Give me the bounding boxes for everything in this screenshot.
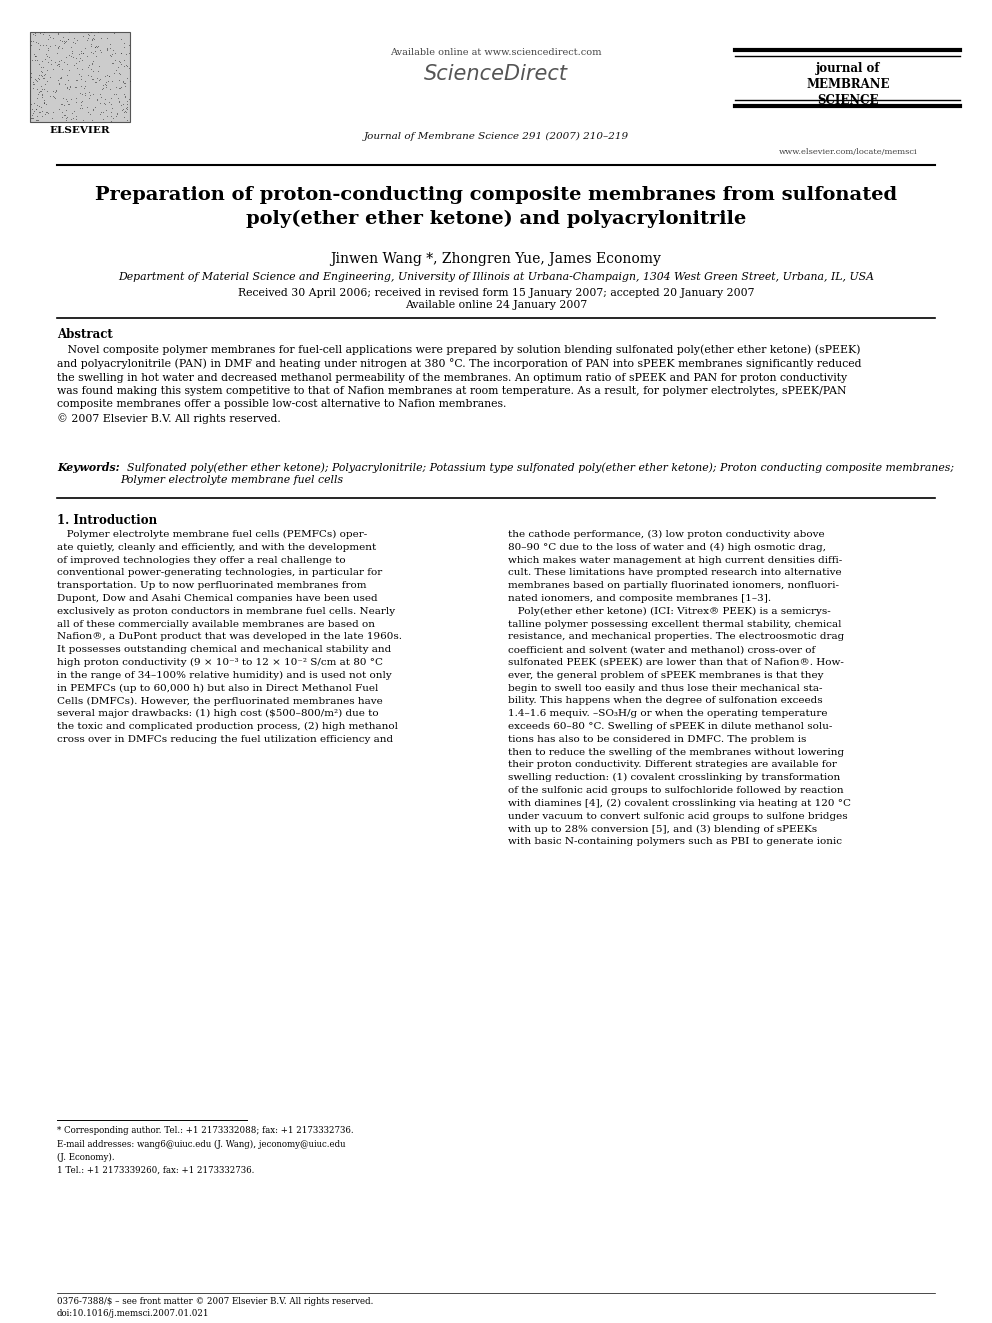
Text: several major drawbacks: (1) high cost ($500–800/m²) due to: several major drawbacks: (1) high cost (… <box>57 709 379 718</box>
Text: cult. These limitations have prompted research into alternative: cult. These limitations have prompted re… <box>508 569 841 577</box>
Text: talline polymer possessing excellent thermal stability, chemical: talline polymer possessing excellent the… <box>508 619 841 628</box>
Text: 1.4–1.6 mequiv. –SO₃H/g or when the operating temperature: 1.4–1.6 mequiv. –SO₃H/g or when the oper… <box>508 709 827 718</box>
Text: conventional power-generating technologies, in particular for: conventional power-generating technologi… <box>57 569 382 577</box>
Text: Poly(ether ether ketone) (ICI: Vitrex® PEEK) is a semicrys-: Poly(ether ether ketone) (ICI: Vitrex® P… <box>508 607 830 617</box>
Text: * Corresponding author. Tel.: +1 2173332088; fax: +1 2173332736.: * Corresponding author. Tel.: +1 2173332… <box>57 1126 353 1135</box>
Text: journal of
MEMBRANE
SCIENCE: journal of MEMBRANE SCIENCE <box>806 62 890 107</box>
Text: 1. Introduction: 1. Introduction <box>57 515 157 527</box>
Text: with up to 28% conversion [5], and (3) blending of sPEEKs: with up to 28% conversion [5], and (3) b… <box>508 824 817 833</box>
Text: Jinwen Wang *, Zhongren Yue, James Economy: Jinwen Wang *, Zhongren Yue, James Econo… <box>330 251 662 266</box>
Text: under vacuum to convert sulfonic acid groups to sulfone bridges: under vacuum to convert sulfonic acid gr… <box>508 811 847 820</box>
Text: transportation. Up to now perfluorinated membranes from: transportation. Up to now perfluorinated… <box>57 581 366 590</box>
Text: ate quietly, cleanly and efficiently, and with the development: ate quietly, cleanly and efficiently, an… <box>57 542 376 552</box>
Text: Cells (DMFCs). However, the perfluorinated membranes have: Cells (DMFCs). However, the perfluorinat… <box>57 696 383 705</box>
Text: of improved technologies they offer a real challenge to: of improved technologies they offer a re… <box>57 556 345 565</box>
Text: tions has also to be considered in DMFC. The problem is: tions has also to be considered in DMFC.… <box>508 734 806 744</box>
Text: (J. Economy).: (J. Economy). <box>57 1154 115 1162</box>
Text: cross over in DMFCs reducing the fuel utilization efficiency and: cross over in DMFCs reducing the fuel ut… <box>57 734 393 744</box>
Text: the cathode performance, (3) low proton conductivity above: the cathode performance, (3) low proton … <box>508 531 824 540</box>
Text: in PEMFCs (up to 60,000 h) but also in Direct Methanol Fuel: in PEMFCs (up to 60,000 h) but also in D… <box>57 684 378 693</box>
Text: sulfonated PEEK (sPEEK) are lower than that of Nafion®. How-: sulfonated PEEK (sPEEK) are lower than t… <box>508 658 844 667</box>
Text: high proton conductivity (9 × 10⁻³ to 12 × 10⁻² S/cm at 80 °C: high proton conductivity (9 × 10⁻³ to 12… <box>57 658 383 667</box>
Text: Department of Material Science and Engineering, University of Illinois at Urbana: Department of Material Science and Engin… <box>118 273 874 282</box>
Text: Available online at www.sciencedirect.com: Available online at www.sciencedirect.co… <box>390 48 602 57</box>
Text: Novel composite polymer membranes for fuel-cell applications were prepared by so: Novel composite polymer membranes for fu… <box>57 344 861 423</box>
Text: the toxic and complicated production process, (2) high methanol: the toxic and complicated production pro… <box>57 722 398 732</box>
Text: all of these commercially available membranes are based on: all of these commercially available memb… <box>57 619 375 628</box>
Text: doi:10.1016/j.memsci.2007.01.021: doi:10.1016/j.memsci.2007.01.021 <box>57 1308 209 1318</box>
Text: nated ionomers, and composite membranes [1–3].: nated ionomers, and composite membranes … <box>508 594 771 603</box>
Text: their proton conductivity. Different strategies are available for: their proton conductivity. Different str… <box>508 761 837 770</box>
Text: swelling reduction: (1) covalent crosslinking by transformation: swelling reduction: (1) covalent crossli… <box>508 773 840 782</box>
Text: coefficient and solvent (water and methanol) cross-over of: coefficient and solvent (water and metha… <box>508 646 815 654</box>
Text: exclusively as proton conductors in membrane fuel cells. Nearly: exclusively as proton conductors in memb… <box>57 607 395 615</box>
Text: in the range of 34–100% relative humidity) and is used not only: in the range of 34–100% relative humidit… <box>57 671 392 680</box>
Text: 1 Tel.: +1 2173339260, fax: +1 2173332736.: 1 Tel.: +1 2173339260, fax: +1 217333273… <box>57 1166 254 1175</box>
Text: exceeds 60–80 °C. Swelling of sPEEK in dilute methanol solu-: exceeds 60–80 °C. Swelling of sPEEK in d… <box>508 722 832 732</box>
Text: Preparation of proton-conducting composite membranes from sulfonated: Preparation of proton-conducting composi… <box>95 187 897 204</box>
Text: begin to swell too easily and thus lose their mechanical sta-: begin to swell too easily and thus lose … <box>508 684 822 693</box>
Text: Nafion®, a DuPont product that was developed in the late 1960s.: Nafion®, a DuPont product that was devel… <box>57 632 402 642</box>
Text: which makes water management at high current densities diffi-: which makes water management at high cur… <box>508 556 842 565</box>
Text: poly(ether ether ketone) and polyacrylonitrile: poly(ether ether ketone) and polyacrylon… <box>246 210 746 229</box>
Text: www.elsevier.com/locate/memsci: www.elsevier.com/locate/memsci <box>779 148 918 156</box>
Text: with basic N-containing polymers such as PBI to generate ionic: with basic N-containing polymers such as… <box>508 837 842 847</box>
Text: Received 30 April 2006; received in revised form 15 January 2007; accepted 20 Ja: Received 30 April 2006; received in revi… <box>238 288 754 298</box>
Text: Dupont, Dow and Asahi Chemical companies have been used: Dupont, Dow and Asahi Chemical companies… <box>57 594 378 603</box>
Text: bility. This happens when the degree of sulfonation exceeds: bility. This happens when the degree of … <box>508 696 822 705</box>
Text: resistance, and mechanical properties. The electroosmotic drag: resistance, and mechanical properties. T… <box>508 632 844 642</box>
Text: Journal of Membrane Science 291 (2007) 210–219: Journal of Membrane Science 291 (2007) 2… <box>363 132 629 142</box>
Text: Keywords:: Keywords: <box>57 462 120 474</box>
Text: ELSEVIER: ELSEVIER <box>50 126 110 135</box>
Text: E-mail addresses: wang6@uiuc.edu (J. Wang), jeconomy@uiuc.edu: E-mail addresses: wang6@uiuc.edu (J. Wan… <box>57 1140 345 1150</box>
Text: 80–90 °C due to the loss of water and (4) high osmotic drag,: 80–90 °C due to the loss of water and (4… <box>508 542 826 552</box>
Text: ScienceDirect: ScienceDirect <box>424 64 568 83</box>
Text: with diamines [4], (2) covalent crosslinking via heating at 120 °C: with diamines [4], (2) covalent crosslin… <box>508 799 851 808</box>
Text: 0376-7388/$ – see front matter © 2007 Elsevier B.V. All rights reserved.: 0376-7388/$ – see front matter © 2007 El… <box>57 1297 373 1306</box>
Text: Sulfonated poly(ether ether ketone); Polyacrylonitrile; Potassium type sulfonate: Sulfonated poly(ether ether ketone); Pol… <box>120 462 954 486</box>
Text: of the sulfonic acid groups to sulfochloride followed by reaction: of the sulfonic acid groups to sulfochlo… <box>508 786 843 795</box>
Text: Available online 24 January 2007: Available online 24 January 2007 <box>405 300 587 310</box>
Bar <box>30 32 130 122</box>
Text: ever, the general problem of sPEEK membranes is that they: ever, the general problem of sPEEK membr… <box>508 671 823 680</box>
Text: Abstract: Abstract <box>57 328 113 341</box>
Text: Polymer electrolyte membrane fuel cells (PEMFCs) oper-: Polymer electrolyte membrane fuel cells … <box>57 531 367 540</box>
Text: then to reduce the swelling of the membranes without lowering: then to reduce the swelling of the membr… <box>508 747 844 757</box>
Text: It possesses outstanding chemical and mechanical stability and: It possesses outstanding chemical and me… <box>57 646 391 654</box>
Text: membranes based on partially fluorinated ionomers, nonfluori-: membranes based on partially fluorinated… <box>508 581 839 590</box>
